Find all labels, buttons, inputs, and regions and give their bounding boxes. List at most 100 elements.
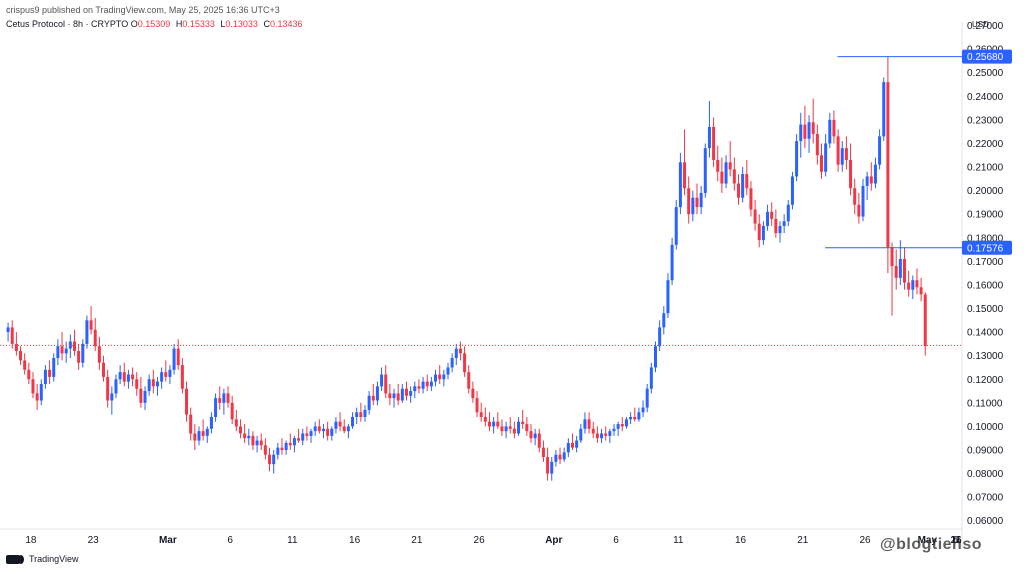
candle-body	[222, 393, 226, 403]
candle-body	[546, 457, 550, 474]
candle-body	[438, 374, 442, 380]
ohlc-low: 0.13033	[225, 19, 258, 29]
price-badge-label: 0.17576	[967, 243, 1004, 254]
candle-body	[139, 388, 143, 403]
candle-body	[280, 447, 284, 451]
candle-body	[31, 379, 35, 394]
candle-body	[836, 136, 840, 165]
candle-body	[770, 211, 774, 219]
price-badge	[962, 240, 1012, 255]
candle-body	[342, 426, 346, 432]
candle-body	[558, 454, 562, 460]
candle-body	[346, 426, 350, 432]
candle-body	[48, 369, 52, 377]
candle-body	[268, 454, 272, 465]
candle-body	[529, 431, 533, 439]
candle-body	[886, 82, 890, 248]
candle-body	[400, 388, 404, 401]
candle-body	[56, 346, 60, 359]
candle-body	[624, 419, 628, 427]
candle-body	[890, 247, 894, 267]
candle-body	[77, 350, 81, 363]
candle-body	[19, 350, 23, 361]
candle-body	[778, 225, 782, 234]
candle-body	[442, 374, 446, 380]
candle-body	[483, 416, 487, 422]
candle-body	[404, 388, 408, 396]
x-tick-label: 16	[349, 535, 361, 546]
candle-body	[919, 287, 923, 295]
candle-body	[259, 440, 263, 446]
candle-body	[616, 424, 620, 429]
candle-body	[687, 188, 691, 215]
candle-body	[562, 452, 566, 460]
candle-body	[815, 134, 819, 156]
candle-body	[52, 358, 56, 377]
ohlc-close: 0.13436	[269, 19, 303, 29]
x-tick-label: 16	[735, 535, 747, 546]
candle-body	[550, 461, 554, 474]
candle-body	[479, 412, 483, 417]
candle-body	[641, 407, 645, 413]
candle-body	[114, 379, 118, 394]
candle-body	[334, 421, 338, 429]
ohlc-high-label: H	[175, 19, 183, 29]
candle-body	[840, 148, 844, 165]
candle-body	[471, 388, 475, 399]
candle-body	[102, 362, 106, 377]
candle-body	[371, 395, 375, 401]
candle-body	[417, 386, 421, 389]
candle-body	[93, 329, 97, 347]
candle-body	[118, 372, 122, 380]
tradingview-logo-text: TradingView	[29, 554, 79, 564]
candle-body	[666, 280, 670, 314]
published-caption: crispus9 published on TradingView.com, M…	[6, 5, 280, 15]
y-tick-label: 0.21000	[967, 163, 1004, 174]
y-tick-label: 0.20000	[967, 186, 1004, 197]
candle-body	[143, 391, 147, 403]
candle-body	[853, 188, 857, 205]
horizontal-lines[interactable]: 0.25680 0.17576	[825, 49, 1012, 255]
y-tick-label: 0.25000	[967, 68, 1004, 79]
candle-body	[180, 365, 184, 389]
y-tick-label: 0.19000	[967, 210, 1004, 221]
candle-body	[292, 438, 296, 446]
candle-body	[64, 348, 68, 354]
x-tick-label: 21	[411, 535, 423, 546]
candle-body	[463, 353, 467, 373]
candle-body	[712, 126, 716, 160]
candle-body	[23, 360, 27, 370]
y-tick-label: 0.08000	[967, 469, 1004, 480]
candle-body	[384, 374, 388, 394]
candle-body	[429, 381, 433, 387]
candle-body	[566, 442, 570, 453]
y-tick-label: 0.22000	[967, 139, 1004, 150]
candle-body	[898, 258, 902, 278]
candle-body	[97, 346, 101, 363]
tradingview-logo[interactable]: TradingView	[6, 554, 79, 564]
candle-body	[131, 374, 135, 380]
candle-body	[861, 185, 865, 217]
candle-body	[214, 398, 218, 417]
y-tick-label: 0.24000	[967, 92, 1004, 103]
candle-body	[504, 426, 508, 432]
candle-body	[475, 398, 479, 413]
candle-body	[637, 412, 641, 420]
y-tick-label: 0.17000	[967, 257, 1004, 268]
candle-body	[155, 381, 159, 387]
candle-body	[911, 280, 915, 290]
x-tick-label: 11	[287, 535, 298, 546]
candle-body	[857, 204, 861, 217]
price-badge	[962, 49, 1012, 64]
x-tick-label: 21	[950, 535, 962, 546]
candle-body	[662, 313, 666, 328]
candle-body	[633, 416, 637, 420]
candle-body	[695, 197, 699, 208]
candle-body	[500, 426, 504, 432]
candle-body	[649, 367, 653, 389]
symbol-name: Cetus Protocol · 8h · CRYPTO	[6, 19, 129, 29]
candle-body	[496, 421, 500, 427]
candle-body	[160, 372, 164, 382]
